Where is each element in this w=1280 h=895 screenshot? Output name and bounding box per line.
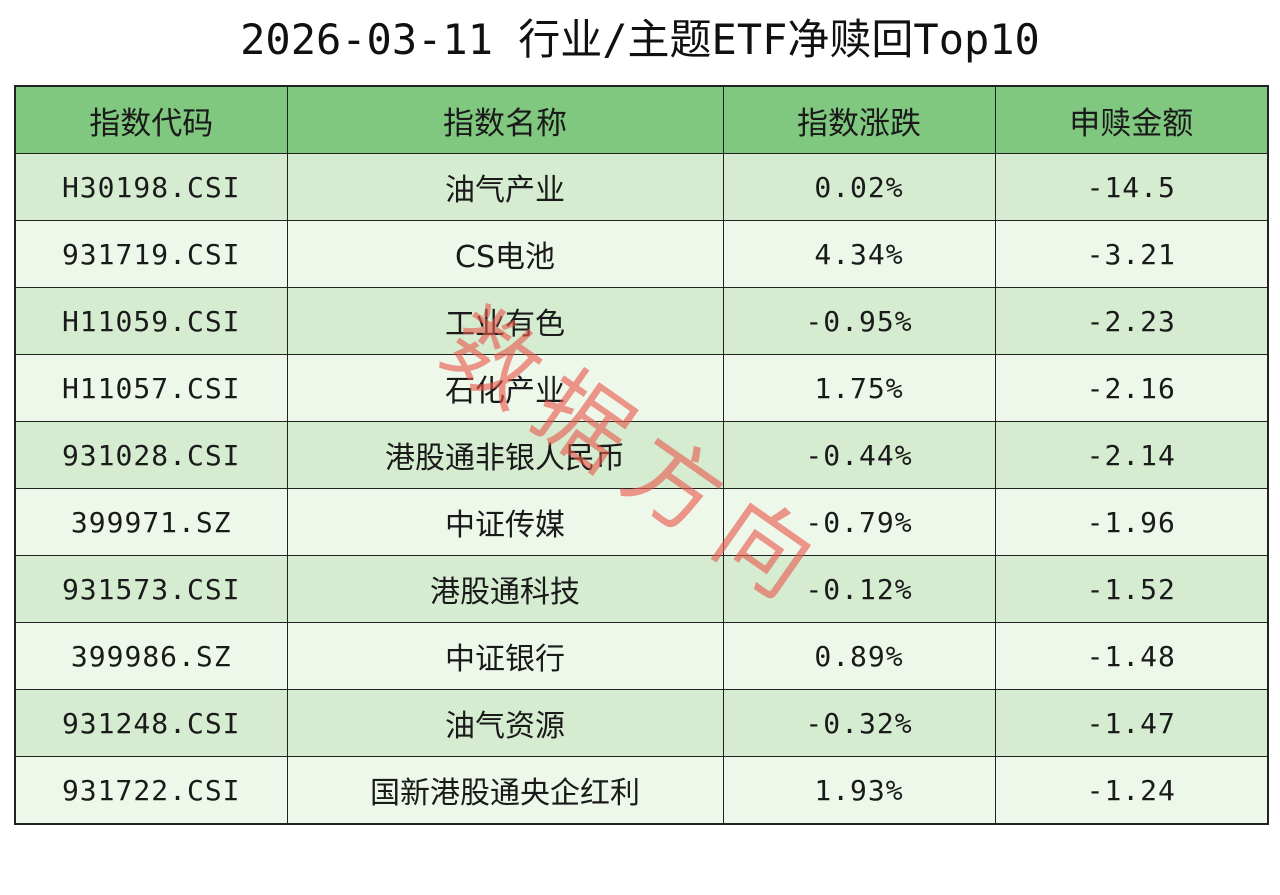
index-code-cell: 931028.CSI xyxy=(14,421,288,489)
table-row: 931028.CSI 港股通非银人民币 -0.44% -2.14 xyxy=(14,421,1269,489)
subscription-amount-cell: -1.96 xyxy=(994,488,1269,556)
index-change-cell: 0.89% xyxy=(722,622,996,690)
column-header-index-change: 指数涨跌 xyxy=(722,85,996,154)
index-change-cell: -0.95% xyxy=(722,287,996,355)
table-row: 931722.CSI 国新港股通央企红利 1.93% -1.24 xyxy=(14,756,1269,825)
index-name-cell: 油气产业 xyxy=(286,153,724,221)
index-name-cell: 国新港股通央企红利 xyxy=(286,756,724,825)
subscription-amount-cell: -1.24 xyxy=(994,756,1269,825)
table-row: 399971.SZ 中证传媒 -0.79% -1.96 xyxy=(14,488,1269,556)
index-change-cell: 1.93% xyxy=(722,756,996,825)
index-name-cell: 中证银行 xyxy=(286,622,724,690)
index-code-cell: 399971.SZ xyxy=(14,488,288,556)
index-change-cell: -0.12% xyxy=(722,555,996,623)
table-row: 399986.SZ 中证银行 0.89% -1.48 xyxy=(14,622,1269,690)
table-row: 931719.CSI CS电池 4.34% -3.21 xyxy=(14,220,1269,288)
index-name-cell: 油气资源 xyxy=(286,689,724,757)
index-name-cell: 工业有色 xyxy=(286,287,724,355)
subscription-amount-cell: -1.52 xyxy=(994,555,1269,623)
table-row: H11059.CSI 工业有色 -0.95% -2.23 xyxy=(14,287,1269,355)
subscription-amount-cell: -2.16 xyxy=(994,354,1269,422)
subscription-amount-cell: -1.47 xyxy=(994,689,1269,757)
column-header-index-name: 指数名称 xyxy=(286,85,724,154)
index-change-cell: -0.32% xyxy=(722,689,996,757)
index-code-cell: 931248.CSI xyxy=(14,689,288,757)
etf-redemption-table: 指数代码 指数名称 指数涨跌 申赎金额 H30198.CSI 油气产业 0.02% -… xyxy=(14,85,1269,825)
table-body: H30198.CSI 油气产业 0.02% -14.5 931719.CSI CS电池 4.… xyxy=(14,153,1269,825)
table-row: 931573.CSI 港股通科技 -0.12% -1.52 xyxy=(14,555,1269,623)
header-row: 指数代码 指数名称 指数涨跌 申赎金额 xyxy=(14,85,1269,154)
subscription-amount-cell: -14.5 xyxy=(994,153,1269,221)
index-change-cell: 0.02% xyxy=(722,153,996,221)
table-row: H11057.CSI 石化产业 1.75% -2.16 xyxy=(14,354,1269,422)
index-name-cell: 港股通非银人民币 xyxy=(286,421,724,489)
page-title: 2026-03-11 行业/主题ETF净赎回Top10 xyxy=(240,15,1040,64)
table-row: H30198.CSI 油气产业 0.02% -14.5 xyxy=(14,153,1269,221)
index-change-cell: -0.79% xyxy=(722,488,996,556)
index-change-cell: 4.34% xyxy=(722,220,996,288)
index-code-cell: 931719.CSI xyxy=(14,220,288,288)
table-row: 931248.CSI 油气资源 -0.32% -1.47 xyxy=(14,689,1269,757)
index-code-cell: H11057.CSI xyxy=(14,354,288,422)
subscription-amount-cell: -2.14 xyxy=(994,421,1269,489)
table-header: 指数代码 指数名称 指数涨跌 申赎金额 xyxy=(14,85,1269,154)
column-header-subscription-amount: 申赎金额 xyxy=(994,85,1269,154)
index-name-cell: CS电池 xyxy=(286,220,724,288)
index-code-cell: H30198.CSI xyxy=(14,153,288,221)
index-code-cell: 399986.SZ xyxy=(14,622,288,690)
index-change-cell: 1.75% xyxy=(722,354,996,422)
index-change-cell: -0.44% xyxy=(722,421,996,489)
subscription-amount-cell: -3.21 xyxy=(994,220,1269,288)
index-name-cell: 石化产业 xyxy=(286,354,724,422)
index-code-cell: 931722.CSI xyxy=(14,756,288,825)
subscription-amount-cell: -2.23 xyxy=(994,287,1269,355)
index-name-cell: 港股通科技 xyxy=(286,555,724,623)
subscription-amount-cell: -1.48 xyxy=(994,622,1269,690)
index-name-cell: 中证传媒 xyxy=(286,488,724,556)
index-code-cell: H11059.CSI xyxy=(14,287,288,355)
index-code-cell: 931573.CSI xyxy=(14,555,288,623)
column-header-index-code: 指数代码 xyxy=(14,85,288,154)
